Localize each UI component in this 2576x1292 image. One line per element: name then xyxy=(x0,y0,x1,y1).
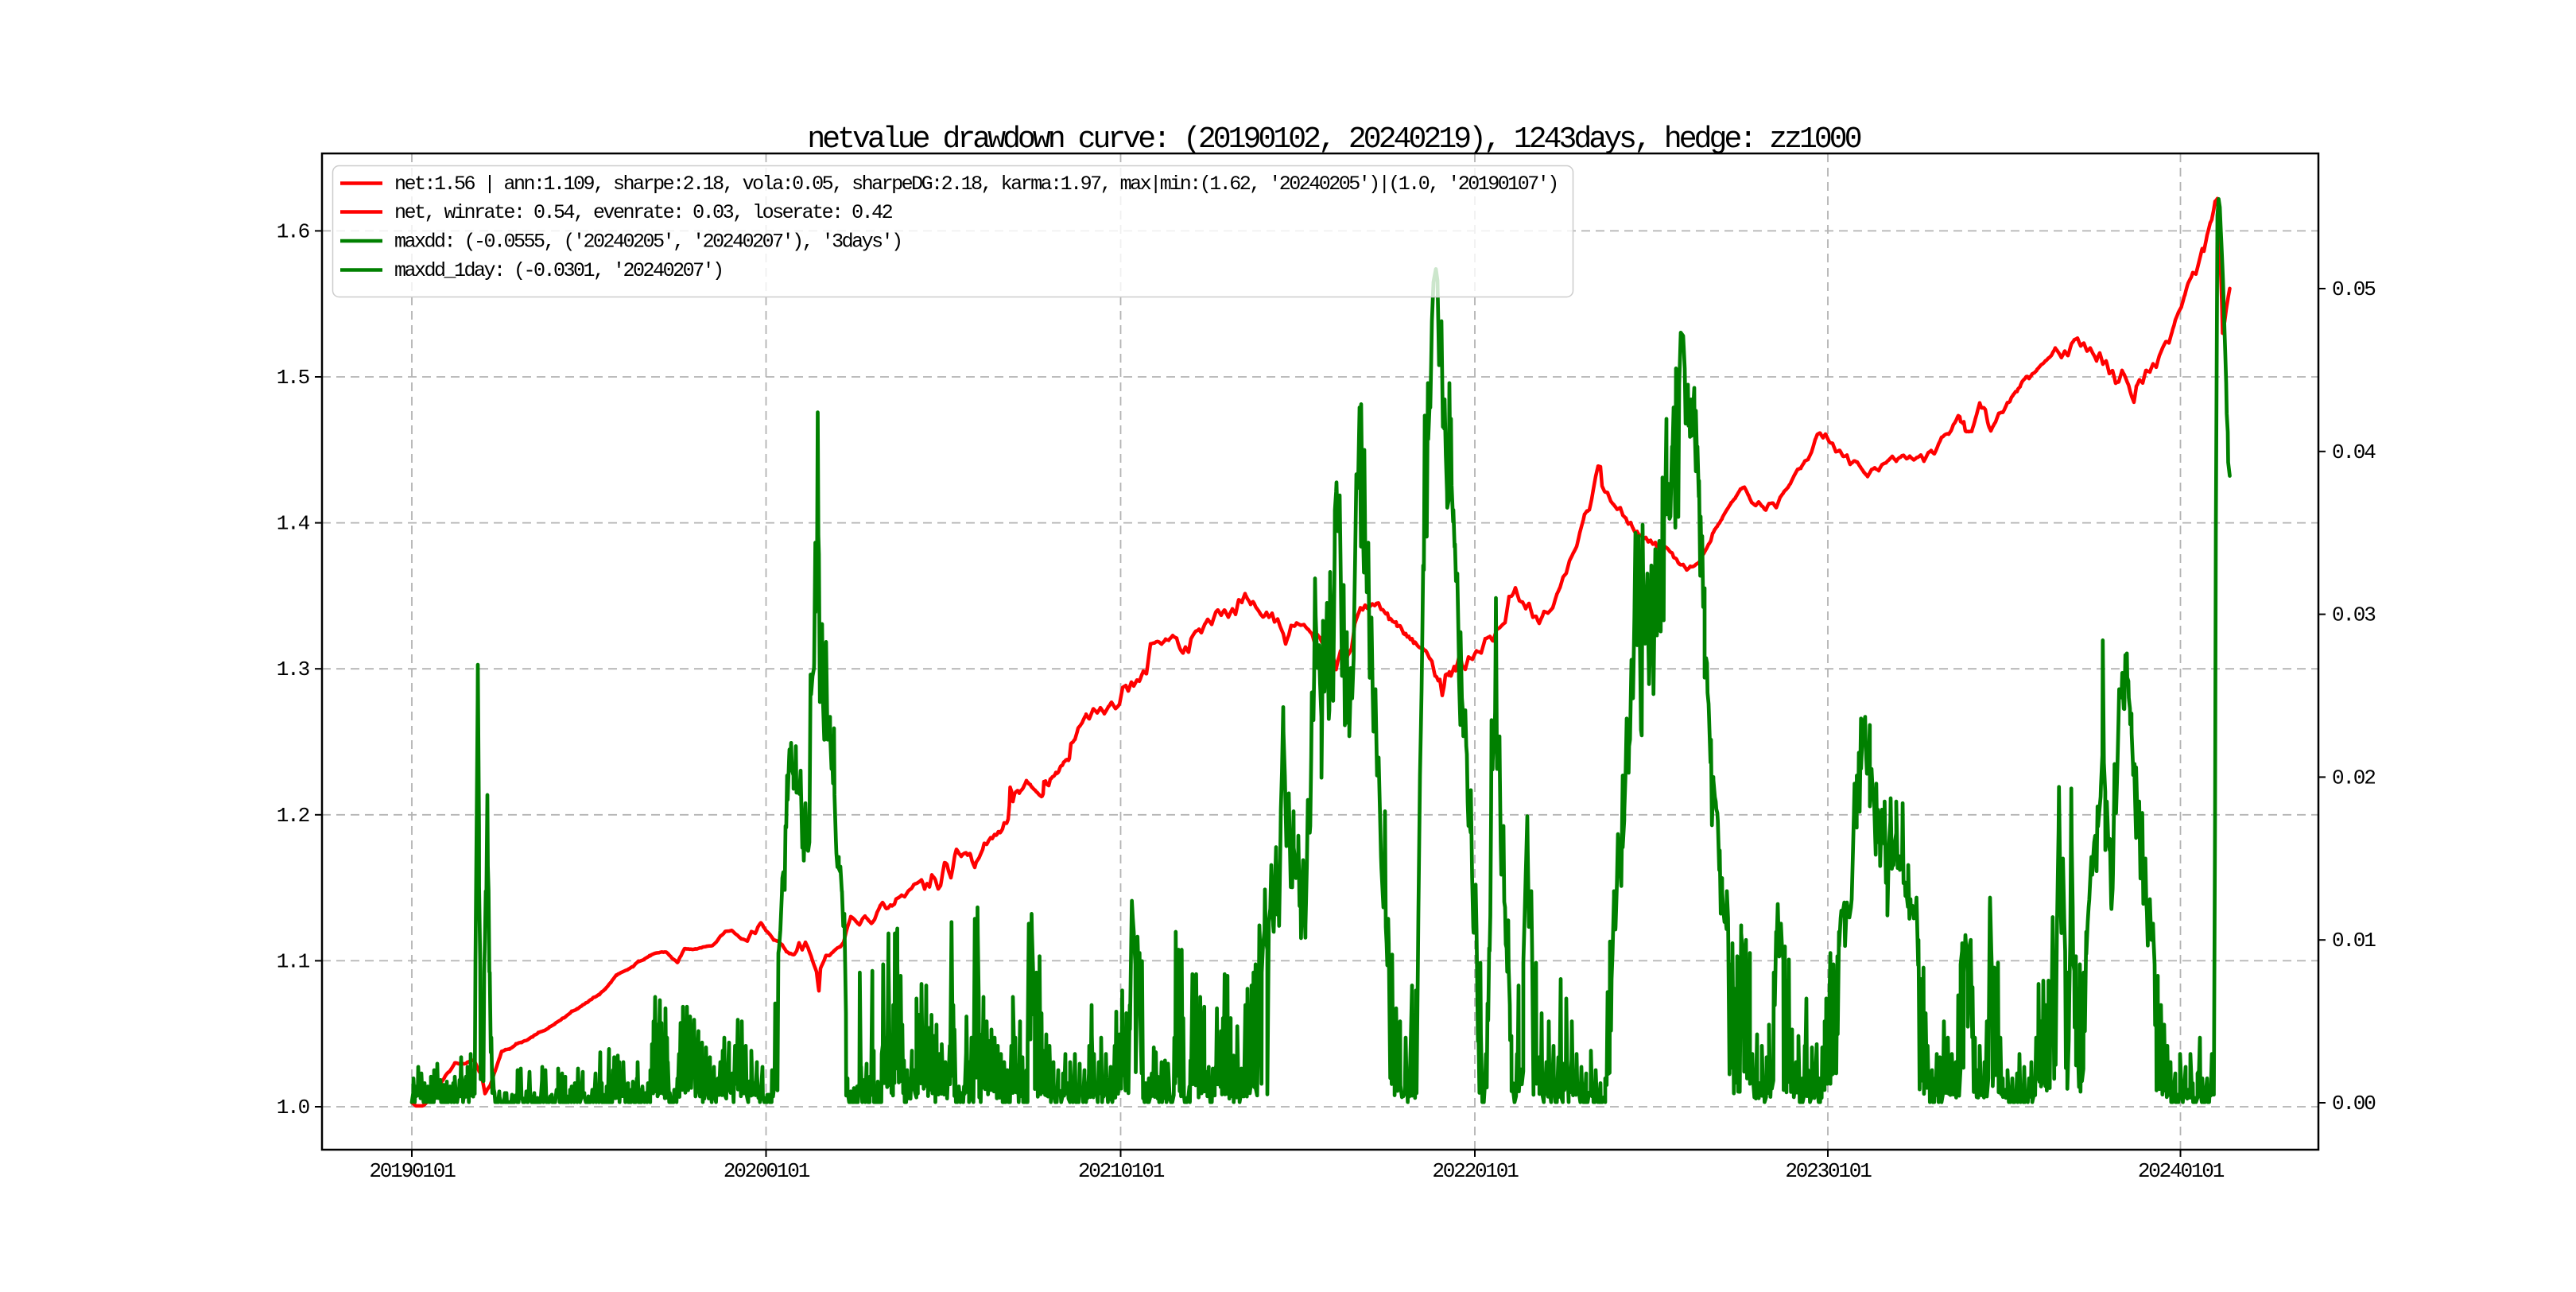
svg-text:20230101: 20230101 xyxy=(1785,1159,1872,1183)
svg-text:20190101: 20190101 xyxy=(369,1159,456,1183)
svg-text:1.2: 1.2 xyxy=(277,804,309,828)
svg-text:1.0: 1.0 xyxy=(277,1096,309,1119)
svg-text:20200101: 20200101 xyxy=(724,1159,810,1183)
svg-text:20220101: 20220101 xyxy=(1432,1159,1519,1183)
svg-text:1.4: 1.4 xyxy=(277,512,310,536)
svg-text:net, winrate: 0.54, evenrate:: net, winrate: 0.54, evenrate: 0.03, lose… xyxy=(394,201,893,224)
svg-text:1.5: 1.5 xyxy=(277,366,309,390)
svg-text:net:1.56 | ann:1.109, sharpe:2: net:1.56 | ann:1.109, sharpe:2.18, vola:… xyxy=(394,173,1558,196)
svg-text:0.01: 0.01 xyxy=(2332,929,2376,953)
svg-text:20210101: 20210101 xyxy=(1078,1159,1165,1183)
svg-text:0.00: 0.00 xyxy=(2332,1092,2375,1115)
svg-text:0.02: 0.02 xyxy=(2332,766,2375,790)
svg-text:maxdd_1day: (-0.0301, '2024020: maxdd_1day: (-0.0301, '20240207') xyxy=(394,259,723,282)
svg-text:1.6: 1.6 xyxy=(277,219,309,243)
svg-text:0.03: 0.03 xyxy=(2332,603,2375,627)
svg-text:1.1: 1.1 xyxy=(277,949,310,973)
svg-text:1.3: 1.3 xyxy=(277,658,309,681)
svg-text:maxdd: (-0.0555, ('20240205',: maxdd: (-0.0555, ('20240205', '20240207'… xyxy=(394,231,902,254)
svg-text:0.04: 0.04 xyxy=(2332,440,2376,464)
svg-text:0.05: 0.05 xyxy=(2332,277,2375,301)
svg-text:netvalue drawdown curve: (2019: netvalue drawdown curve: (20190102, 2024… xyxy=(807,122,1860,157)
svg-text:20240101: 20240101 xyxy=(2138,1159,2225,1183)
